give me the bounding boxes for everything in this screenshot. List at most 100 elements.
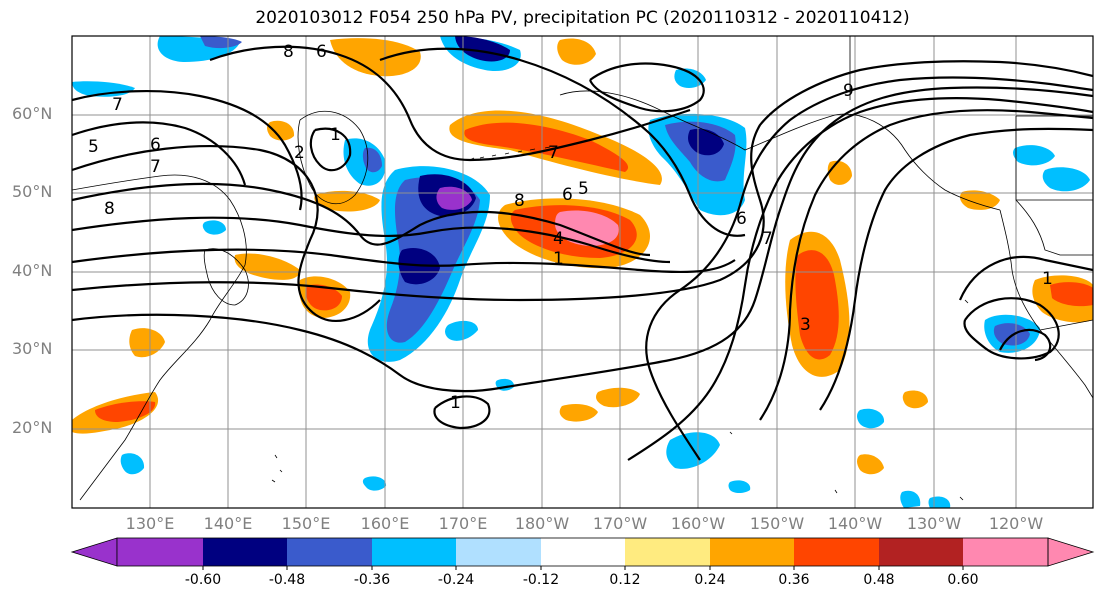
lon-label-130w: 130°W (906, 514, 962, 533)
positive-anomaly-patch (559, 404, 598, 422)
pv-contour (819, 127, 1093, 411)
pv-contours (72, 45, 1093, 461)
contour-label: 1 (330, 125, 341, 145)
lon-label-150e: 150°E (281, 514, 331, 533)
positive-anomaly-patch (555, 210, 619, 246)
contour-label: 7 (112, 95, 123, 115)
negative-anomaly-patch (688, 128, 724, 156)
alaska-coast (559, 90, 1001, 211)
contour-label: 5 (578, 179, 589, 199)
lon-label-160w: 160°W (670, 514, 726, 533)
japan-coast (203, 248, 249, 306)
colorbar-frame (116, 537, 1049, 567)
positive-anomaly-patch (305, 284, 342, 311)
colorbar-swatch (287, 538, 372, 566)
pv-contour (963, 297, 1060, 360)
pv-contour (72, 60, 1093, 302)
contour-label: 6 (562, 185, 573, 205)
contour-label: 1 (450, 393, 461, 413)
lon-label-170e: 170°E (438, 514, 488, 533)
colorbar-tick-label: 0.24 (694, 572, 726, 588)
asia-coast (72, 174, 247, 501)
contour-label: 8 (283, 42, 294, 62)
positive-anomaly-patch (1050, 282, 1093, 307)
pv-contour (309, 127, 352, 172)
contour-label: 7 (548, 143, 559, 163)
contour-label: 4 (553, 229, 564, 249)
negative-anomaly-patch (1013, 145, 1055, 166)
contour-label: 6 (316, 42, 327, 62)
pv-contour (645, 76, 1093, 461)
na-west-coast (999, 209, 1093, 399)
pv-contour (72, 216, 671, 264)
colorbar-tick-label: -0.24 (437, 572, 475, 588)
negative-anomaly-patch (200, 36, 242, 49)
pv-contour (379, 47, 746, 237)
colorbar-swatch (203, 538, 287, 566)
pv-contour (72, 248, 736, 274)
lon-label-170w: 170°W (592, 514, 648, 533)
contour-label: 6 (736, 209, 747, 229)
lon-label-160e: 160°E (360, 514, 410, 533)
contour-label: 9 (843, 81, 854, 101)
colorbar-tick-label: 0.36 (778, 572, 810, 588)
colorbar-swatch (372, 538, 456, 566)
positive-anomaly-patch (95, 401, 156, 422)
contour-label: 7 (150, 157, 161, 177)
positive-anomaly-patch (267, 120, 295, 141)
contour-label: 5 (88, 137, 99, 157)
contour-label: 2 (294, 143, 305, 163)
positive-anomaly-patch (902, 390, 928, 409)
pv-contour (999, 328, 1052, 362)
colorbar-swatch (794, 538, 879, 566)
negative-anomaly-patch (362, 476, 387, 491)
colorbar-tick-label: -0.48 (268, 572, 306, 588)
negative-anomaly-patch (202, 220, 226, 235)
colorbar-swatch (456, 538, 541, 566)
negative-anomaly-patch (120, 453, 145, 475)
colorbar-tick-label: -0.36 (353, 572, 391, 588)
contour-label: 8 (514, 191, 525, 211)
colorbar-tick-label: -0.12 (522, 572, 560, 588)
lat-label-40n: 40°N (12, 261, 53, 280)
lat-label-50n: 50°N (12, 182, 53, 201)
positive-anomaly-patch (827, 160, 852, 185)
positive-anomaly-patch (857, 454, 884, 475)
negative-anomaly-patch (674, 68, 706, 88)
pv-contour (72, 86, 1093, 393)
negative-anomaly-patch (900, 490, 921, 508)
coastlines (72, 36, 1093, 501)
lon-label-130e: 130°E (125, 514, 175, 533)
pv-contour (759, 109, 1093, 421)
colorbar-tick-label: 0.12 (609, 572, 641, 588)
contour-label: 3 (800, 315, 811, 335)
pv-contour (72, 89, 303, 211)
pv-contour (627, 97, 1093, 461)
colorbar-swatch (541, 538, 625, 566)
graticule (72, 36, 1093, 508)
contour-label: 1 (1042, 269, 1053, 289)
lon-label-150w: 150°W (749, 514, 805, 533)
map-frame (71, 35, 1094, 509)
colorbar-tick-label: -0.60 (184, 572, 222, 588)
colorbar-swatch (710, 538, 794, 566)
colorbar-swatch (625, 538, 710, 566)
pacific-islands (271, 299, 969, 501)
negative-anomaly-patch (728, 480, 751, 493)
positive-anomaly-patch (330, 38, 421, 77)
lon-label-180w: 180°W (514, 514, 570, 533)
positive-anomaly-patch (464, 122, 629, 172)
lon-label-140e: 140°E (203, 514, 253, 533)
pv-contour (588, 62, 705, 113)
colorbar-tick-label: 0.60 (947, 572, 979, 588)
lat-label-20n: 20°N (12, 418, 53, 437)
colorbar-swatch (879, 538, 963, 566)
lon-label-120w: 120°W (988, 514, 1044, 533)
lon-label-140w: 140°W (827, 514, 883, 533)
pv-contour (72, 144, 381, 322)
colorbar-extend-low (70, 537, 118, 567)
contour-label: 1 (553, 249, 564, 269)
contour-label-group: 8 6 7 5 6 7 8 2 1 7 8 6 5 4 1 9 6 7 3 1 … (88, 42, 1053, 413)
us-mexico-border (1015, 199, 1093, 331)
